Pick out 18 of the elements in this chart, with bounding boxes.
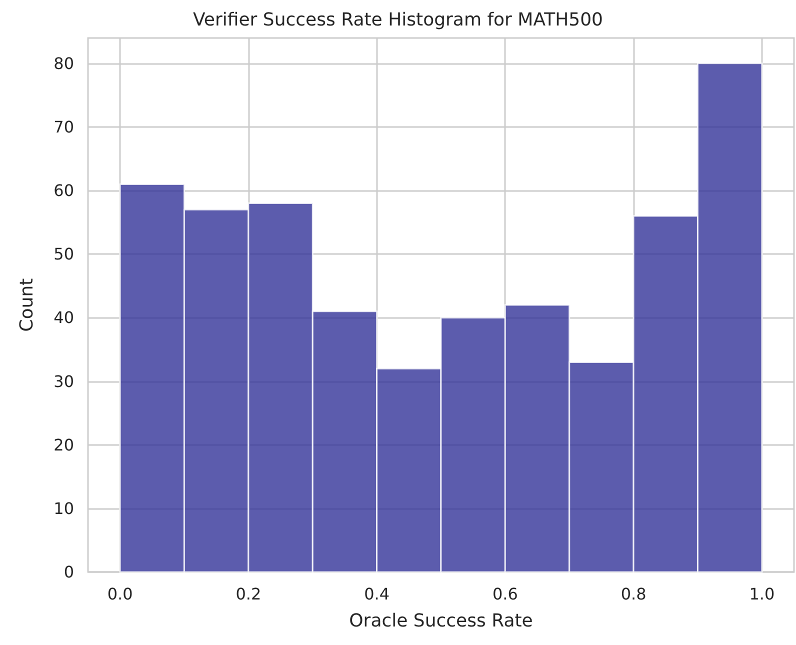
- y-tick-label: 80: [54, 54, 74, 73]
- x-tick-label: 0.2: [236, 584, 262, 604]
- y-tick-label: 50: [54, 244, 74, 264]
- y-tick-label: 60: [54, 181, 74, 200]
- x-tick-label: 1.0: [749, 584, 775, 604]
- x-tick-label: 0.8: [620, 584, 646, 604]
- x-axis-title: Oracle Success Rate: [349, 610, 533, 632]
- y-axis-title: Count: [16, 278, 38, 332]
- chart-title: Verifier Success Rate Histogram for MATH500: [192, 10, 604, 30]
- y-tick-label: 0: [64, 562, 74, 582]
- y-tick-label: 70: [54, 118, 74, 136]
- y-tick-label: 20: [54, 435, 74, 454]
- x-tick-label: 0.6: [492, 584, 518, 604]
- y-tick-label: 10: [54, 498, 74, 518]
- y-tick-label: 30: [54, 372, 74, 391]
- x-tick-label: 0.0: [107, 584, 133, 604]
- y-tick-label: 40: [54, 308, 74, 328]
- x-tick-label: 0.4: [364, 584, 390, 604]
